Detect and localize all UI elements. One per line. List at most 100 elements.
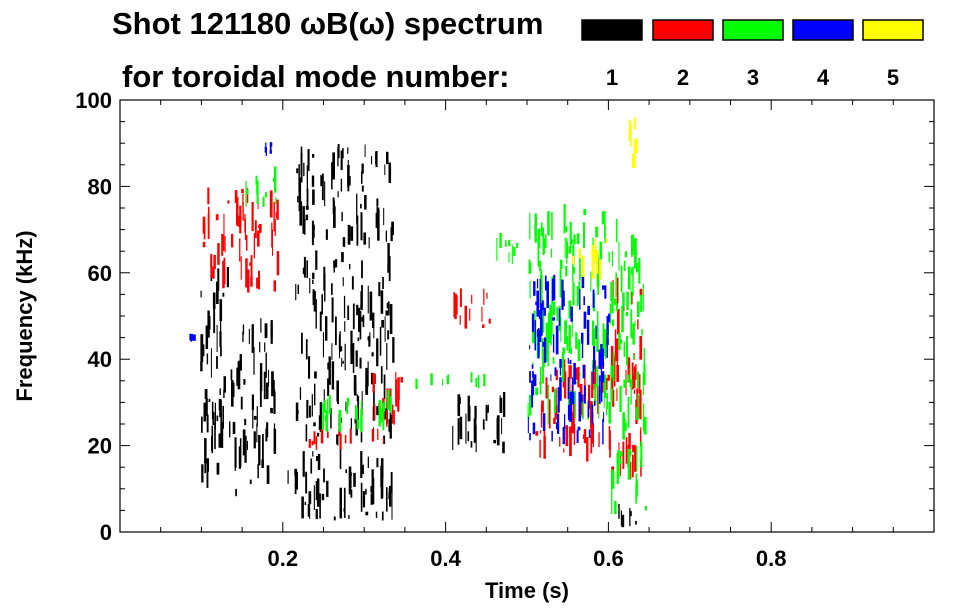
spectrum-mark	[581, 332, 584, 359]
spectrum-mark	[316, 456, 319, 461]
spectrum-mark	[400, 376, 403, 383]
y-tick-label: 80	[88, 174, 112, 199]
spectrum-mark	[623, 379, 627, 388]
spectrum-mark	[568, 300, 571, 304]
spectrum-mark	[567, 358, 569, 364]
spectrum-mark	[632, 234, 634, 255]
spectrum-mark	[605, 407, 608, 416]
spectrum-mark	[216, 356, 218, 369]
legend-swatch-2	[652, 19, 714, 41]
spectrum-mark	[306, 260, 308, 279]
spectrum-mark	[362, 314, 365, 328]
spectrum-mark	[223, 376, 226, 393]
spectrum-mark	[600, 355, 602, 381]
spectrum-mark	[566, 237, 568, 264]
spectrum-mark	[541, 400, 544, 413]
spectrum-mark	[623, 341, 626, 357]
spectrum-mark	[537, 228, 541, 249]
spectrum-mark	[614, 298, 617, 305]
spectrum-mark	[483, 288, 485, 305]
spectrum-mark	[563, 204, 566, 234]
spectrum-mark	[212, 292, 216, 309]
spectrum-mark	[627, 448, 631, 480]
spectrum-mark	[541, 338, 544, 360]
spectrum-mark	[559, 358, 562, 368]
spectrum-mark	[505, 240, 507, 247]
spectrum-mark	[242, 193, 244, 206]
spectrum-mark	[545, 322, 549, 345]
spectrum-mark	[200, 334, 204, 362]
spectrum-mark	[511, 244, 513, 265]
spectrum-mark	[248, 328, 250, 344]
legend-label-4: 4	[817, 65, 830, 90]
spectrum-mark	[360, 482, 363, 512]
spectrum-mark	[327, 398, 329, 418]
spectrum-mark	[540, 318, 543, 336]
spectrum-mark	[534, 320, 537, 351]
x-tick-label: 0.8	[756, 546, 787, 571]
spectrum-mark	[583, 429, 587, 444]
spectrum-mark	[264, 342, 266, 352]
spectrum-mark	[633, 389, 636, 394]
chart-subtitle: for toroidal mode number:	[122, 59, 510, 94]
spectrum-mark	[375, 511, 378, 518]
spectrum-mark	[341, 252, 344, 263]
spectrum-mark	[321, 173, 324, 201]
spectrum-mark	[306, 399, 309, 419]
spectrum-mark	[217, 243, 220, 265]
spectrum-mark	[360, 203, 362, 209]
spectrum-mark	[600, 375, 603, 402]
spectrum-mark	[347, 147, 349, 154]
spectrum-mark	[294, 469, 297, 495]
spectrum-mark	[573, 234, 576, 245]
spectrum-mark	[496, 238, 498, 261]
spectrum-mark	[239, 354, 242, 371]
spectrum-mark	[353, 472, 356, 487]
spectrum-mark	[535, 431, 539, 436]
legend: 1 2 3 4 5	[581, 19, 924, 90]
spectrum-mark	[207, 214, 210, 240]
spectrum-mark	[383, 374, 386, 400]
spectrum-mark	[305, 205, 309, 210]
spectrum-mark	[644, 505, 647, 511]
spectrum-mark	[572, 282, 575, 306]
spectrum-mark	[305, 339, 308, 360]
spectrum-mark	[591, 413, 594, 444]
spectrum-mark	[299, 387, 302, 400]
spectrum-mark	[222, 292, 225, 297]
chart-title: Shot 121180 ωB(ω) spectrum	[112, 6, 543, 41]
spectrum-mark	[328, 356, 331, 385]
spectrum-mark	[570, 306, 573, 322]
spectrum-mark	[633, 139, 636, 169]
spectrum-data	[189, 117, 647, 528]
spectrum-mark	[273, 423, 276, 445]
spectrum-mark	[327, 431, 329, 438]
spectrum-mark	[361, 260, 363, 279]
spectrum-mark	[242, 324, 245, 335]
spectrum-mark	[430, 373, 433, 386]
spectrum-mark	[333, 260, 336, 268]
spectrum-mark	[347, 165, 350, 187]
spectrum-mark	[569, 221, 572, 246]
spectrum-mark	[562, 347, 566, 354]
spectrum-mark	[572, 253, 574, 282]
spectrum-mark	[348, 514, 350, 519]
spectrum-mark	[558, 308, 561, 326]
spectrum-mark	[555, 325, 559, 355]
spectrum-mark	[356, 419, 360, 430]
spectrum-mark	[536, 329, 539, 337]
spectrum-mark	[635, 520, 637, 525]
spectrum-mark	[615, 338, 619, 362]
spectrum-mark	[232, 421, 236, 434]
spectrum-mark	[579, 289, 581, 310]
spectrum-mark	[538, 328, 540, 354]
spectrum-mark	[616, 277, 619, 304]
spectrum-mark	[593, 346, 596, 370]
spectrum-mark	[571, 392, 575, 404]
spectrum-mark	[360, 409, 363, 433]
spectrum-mark	[224, 236, 226, 253]
spectrum-mark	[643, 348, 646, 375]
spectrum-mark	[344, 343, 346, 371]
spectrum-mark	[368, 237, 370, 249]
